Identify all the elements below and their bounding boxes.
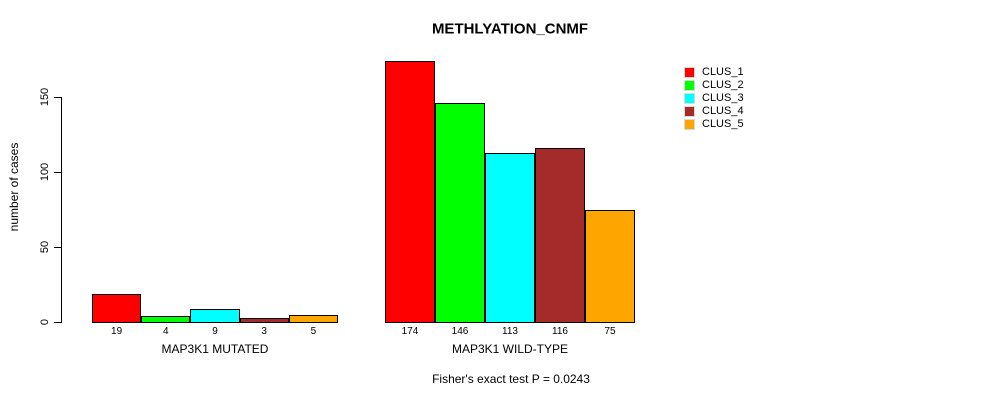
legend-label: CLUS_4 xyxy=(702,105,744,117)
y-tick xyxy=(54,247,61,248)
legend-label: CLUS_2 xyxy=(702,79,744,91)
y-tick-label: 150 xyxy=(39,87,51,107)
bar xyxy=(585,209,635,323)
legend-entry: CLUS_2 xyxy=(684,79,744,92)
y-tick xyxy=(54,172,61,173)
group-label: MAP3K1 WILD-TYPE xyxy=(451,342,569,356)
bar-value-label: 3 xyxy=(261,326,267,337)
legend: CLUS_1 CLUS_2 CLUS_3 CLUS_4 CLUS_5 xyxy=(684,66,744,131)
y-axis-line xyxy=(61,97,62,323)
legend-label: CLUS_1 xyxy=(702,66,744,78)
chart-title: METHLYATION_CNMF xyxy=(431,20,589,38)
bar-value-label: 9 xyxy=(212,326,218,337)
y-axis-label: number of cases xyxy=(7,142,21,232)
bar-value-label: 113 xyxy=(502,326,518,337)
legend-label: CLUS_3 xyxy=(702,92,744,104)
legend-swatch xyxy=(684,67,695,78)
bar-value-label: 75 xyxy=(604,326,616,337)
bar xyxy=(435,103,485,323)
y-tick-label: 50 xyxy=(39,240,51,254)
bar xyxy=(385,61,435,323)
bar xyxy=(535,148,585,323)
bar xyxy=(141,316,191,323)
bar-value-label: 174 xyxy=(401,326,419,337)
legend-entry: CLUS_4 xyxy=(684,105,744,118)
legend-swatch xyxy=(684,106,695,117)
bar-value-label: 19 xyxy=(111,326,123,337)
bar xyxy=(485,152,535,323)
bar-value-label: 5 xyxy=(310,326,317,337)
bar xyxy=(239,317,289,323)
bar xyxy=(288,314,338,323)
bar xyxy=(190,308,240,323)
y-tick xyxy=(54,322,61,323)
y-tick xyxy=(54,97,61,98)
legend-entry: CLUS_1 xyxy=(684,66,744,79)
bar-value-label: 4 xyxy=(163,326,169,337)
legend-swatch xyxy=(684,93,695,104)
legend-swatch xyxy=(684,80,695,91)
group-label: MAP3K1 MUTATED xyxy=(161,342,269,356)
legend-label: CLUS_5 xyxy=(702,118,744,130)
footnote: Fisher's exact test P = 0.0243 xyxy=(432,372,590,386)
bar-value-label: 146 xyxy=(451,326,469,337)
legend-swatch xyxy=(684,119,695,130)
y-tick-label: 0 xyxy=(39,318,51,326)
legend-entry: CLUS_5 xyxy=(684,118,744,131)
y-tick-label: 100 xyxy=(39,162,51,182)
bar xyxy=(92,293,142,323)
legend-entry: CLUS_3 xyxy=(684,92,744,105)
bar-value-label: 116 xyxy=(552,326,568,337)
